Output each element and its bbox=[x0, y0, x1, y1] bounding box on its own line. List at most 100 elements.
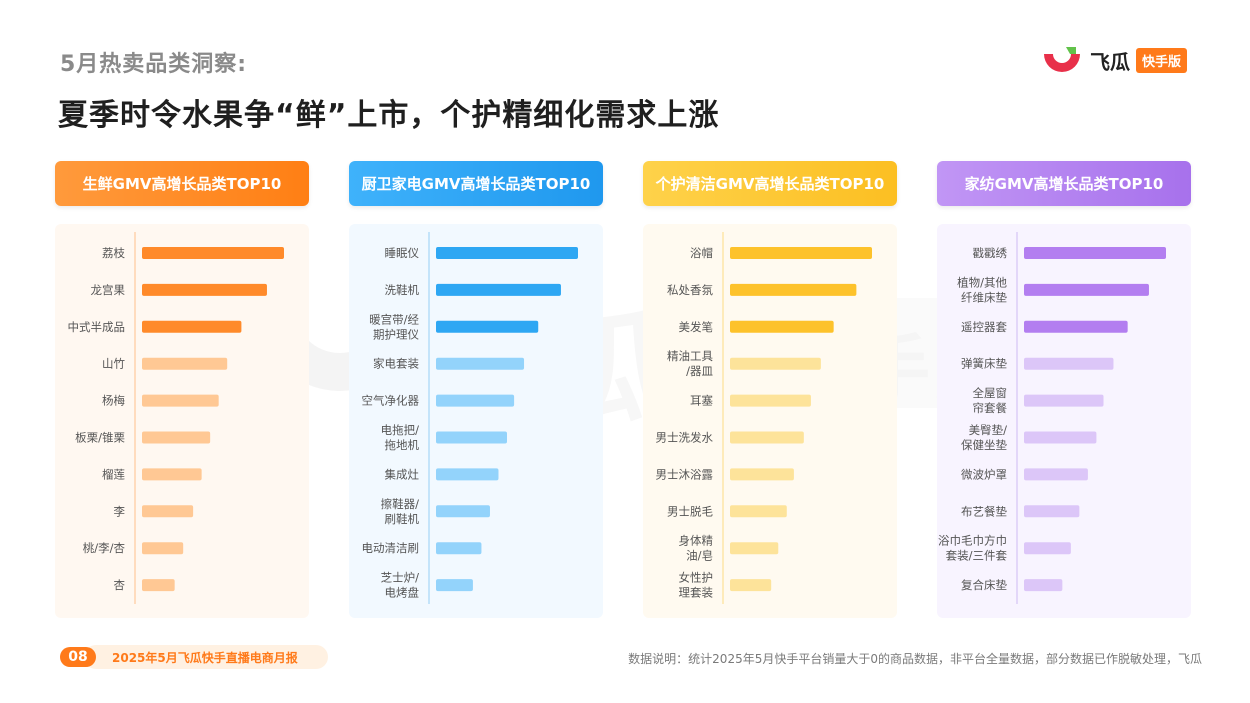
category-label: 理套装 bbox=[679, 586, 714, 600]
bar bbox=[730, 283, 857, 296]
bar bbox=[730, 247, 872, 259]
chart-panel-home-textile: 戳戳绣 植物/其他 纤维床垫 遥控器套 弹簧床垫 全屋窗 帘套餐 美臀垫/保健坐垫 微波炉罩 布艺… bbox=[937, 224, 1191, 618]
bar bbox=[730, 431, 804, 444]
category-label: 弹簧床垫 bbox=[961, 357, 1007, 371]
bar bbox=[1024, 320, 1128, 333]
bar bbox=[142, 394, 219, 407]
category-label: 保健坐垫 bbox=[961, 438, 1007, 452]
category-label: 电动清洁刷 bbox=[362, 541, 420, 555]
category-label: 帘套餐 bbox=[973, 401, 1008, 415]
category-label: 全屋窗 bbox=[973, 386, 1008, 400]
bar bbox=[436, 431, 507, 444]
bar bbox=[436, 468, 499, 481]
category-label: 男士沐浴露 bbox=[656, 467, 714, 481]
watermelon-logo-icon bbox=[1044, 47, 1080, 72]
category-label: 榴莲 bbox=[102, 467, 125, 481]
category-label: 板栗/锥栗 bbox=[75, 431, 125, 445]
category-label: 女性护 bbox=[679, 571, 714, 585]
category-label: 拖地机 bbox=[385, 438, 420, 452]
bar bbox=[436, 283, 561, 296]
page-title: 夏季时令水果争“鲜”上市，个护精细化需求上涨 bbox=[58, 98, 720, 133]
bar bbox=[142, 431, 211, 444]
logo-name: 飞瓜 bbox=[1090, 49, 1130, 74]
category-label: 空气净化器 bbox=[362, 394, 420, 408]
bar bbox=[1024, 357, 1114, 370]
bar bbox=[1024, 247, 1166, 259]
page-number: 08 bbox=[60, 647, 96, 667]
bar bbox=[1024, 542, 1071, 555]
bar bbox=[436, 320, 539, 333]
bar bbox=[730, 505, 787, 518]
category-label: 植物/其他 bbox=[957, 275, 1007, 289]
bar bbox=[142, 505, 194, 518]
bar bbox=[730, 320, 834, 333]
category-label: 身体精 bbox=[679, 534, 714, 548]
category-label: 电拖把/ bbox=[381, 423, 419, 437]
bar bbox=[730, 542, 779, 555]
panel-header-personal-care: 个护清洁GMV高增长品类TOP10 bbox=[643, 161, 897, 206]
chart-panel-personal-care: 浴帽 私处香氛 美发笔 精油工具/器皿 耳塞 男士洗发水 男士沐浴露 男士脱毛 身体精 油/皂 女性… bbox=[643, 224, 897, 618]
category-label: 布艺餐垫 bbox=[961, 504, 1007, 518]
category-label: 期护理仪 bbox=[373, 327, 419, 341]
category-label: 纤维床垫 bbox=[961, 290, 1007, 304]
category-label: 微波炉罩 bbox=[961, 467, 1007, 481]
bar bbox=[142, 247, 284, 259]
bar bbox=[142, 579, 175, 592]
bar bbox=[142, 283, 267, 296]
category-label: 山竹 bbox=[102, 357, 125, 371]
bar bbox=[1024, 394, 1104, 407]
report-title: 2025年5月飞瓜快手直播电商月报 bbox=[84, 645, 328, 669]
chart-panel-appliance: 睡眠仪 洗鞋机 暖宫带/经 期护理仪 家电套装 空气净化器 电拖把/拖地机 集成灶 擦鞋器/刷鞋… bbox=[349, 224, 603, 618]
category-label: 私处香氛 bbox=[667, 283, 713, 297]
data-note: 数据说明：统计2025年5月快手平台销量大于0的商品数据，非平台全量数据，部分数… bbox=[628, 652, 1202, 666]
category-label: 集成灶 bbox=[385, 467, 420, 481]
category-label: 浴帽 bbox=[690, 246, 713, 260]
category-label: 芝士炉/ bbox=[381, 571, 419, 585]
category-label: 遥控器套 bbox=[961, 320, 1007, 334]
category-label: 油/皂 bbox=[686, 549, 713, 563]
bar bbox=[730, 394, 811, 407]
bar bbox=[436, 357, 525, 370]
chart-panel-fresh: 荔枝 龙宫果 中式半成品 山竹 杨梅 板栗/锥栗 榴莲李桃/李/杏杏 bbox=[55, 224, 309, 618]
category-label: 睡眠仪 bbox=[385, 246, 420, 260]
category-label: 戳戳绣 bbox=[973, 246, 1008, 260]
bar bbox=[436, 542, 482, 555]
bar bbox=[1024, 579, 1063, 592]
bar bbox=[142, 357, 228, 370]
bar-chart-home-textile: 戳戳绣植物/其他纤维床垫遥控器套弹簧床垫全屋窗帘套餐美臀垫/保健坐垫微波炉罩布艺… bbox=[937, 224, 1191, 618]
category-label: 耳塞 bbox=[690, 394, 713, 408]
page-subtitle: 5月热卖品类洞察: bbox=[60, 52, 248, 77]
bar bbox=[142, 320, 242, 333]
bar bbox=[730, 579, 772, 592]
category-label: 复合床垫 bbox=[961, 578, 1007, 592]
bar-chart-appliance: 睡眠仪洗鞋机暖宫带/经期护理仪家电套装空气净化器电拖把/拖地机集成灶擦鞋器/刷鞋… bbox=[349, 224, 603, 618]
bar bbox=[1024, 505, 1080, 518]
category-label: 中式半成品 bbox=[68, 320, 126, 334]
category-label: 龙宫果 bbox=[91, 283, 126, 297]
bar bbox=[436, 579, 473, 592]
panel-header-appliance: 厨卫家电GMV高增长品类TOP10 bbox=[349, 161, 603, 206]
category-label: 美发笔 bbox=[679, 320, 714, 334]
logo-badge: 快手版 bbox=[1136, 47, 1188, 73]
category-label: 电烤盘 bbox=[385, 586, 420, 600]
bar bbox=[1024, 283, 1149, 296]
category-label: 套装/三件套 bbox=[946, 549, 1008, 563]
category-label: 男士脱毛 bbox=[667, 504, 713, 518]
bar bbox=[730, 468, 794, 481]
panel-header-home-textile: 家纺GMV高增长品类TOP10 bbox=[937, 161, 1191, 206]
category-label: 擦鞋器/ bbox=[381, 497, 419, 511]
panel-background bbox=[55, 224, 309, 618]
bar bbox=[730, 357, 821, 370]
bar bbox=[436, 247, 578, 259]
category-label: 男士洗发水 bbox=[656, 431, 714, 445]
category-label: 浴巾毛巾方巾 bbox=[938, 534, 1007, 548]
bar bbox=[436, 505, 490, 518]
category-label: 荔枝 bbox=[102, 246, 125, 260]
category-label: 桃/李/杏 bbox=[83, 541, 126, 555]
bar-chart-personal-care: 浴帽私处香氛美发笔精油工具/器皿耳塞男士洗发水男士沐浴露男士脱毛身体精油/皂女性… bbox=[643, 224, 897, 618]
bar bbox=[142, 542, 184, 555]
category-label: /器皿 bbox=[686, 364, 713, 378]
category-label: 李 bbox=[114, 504, 126, 518]
bar bbox=[142, 468, 202, 481]
